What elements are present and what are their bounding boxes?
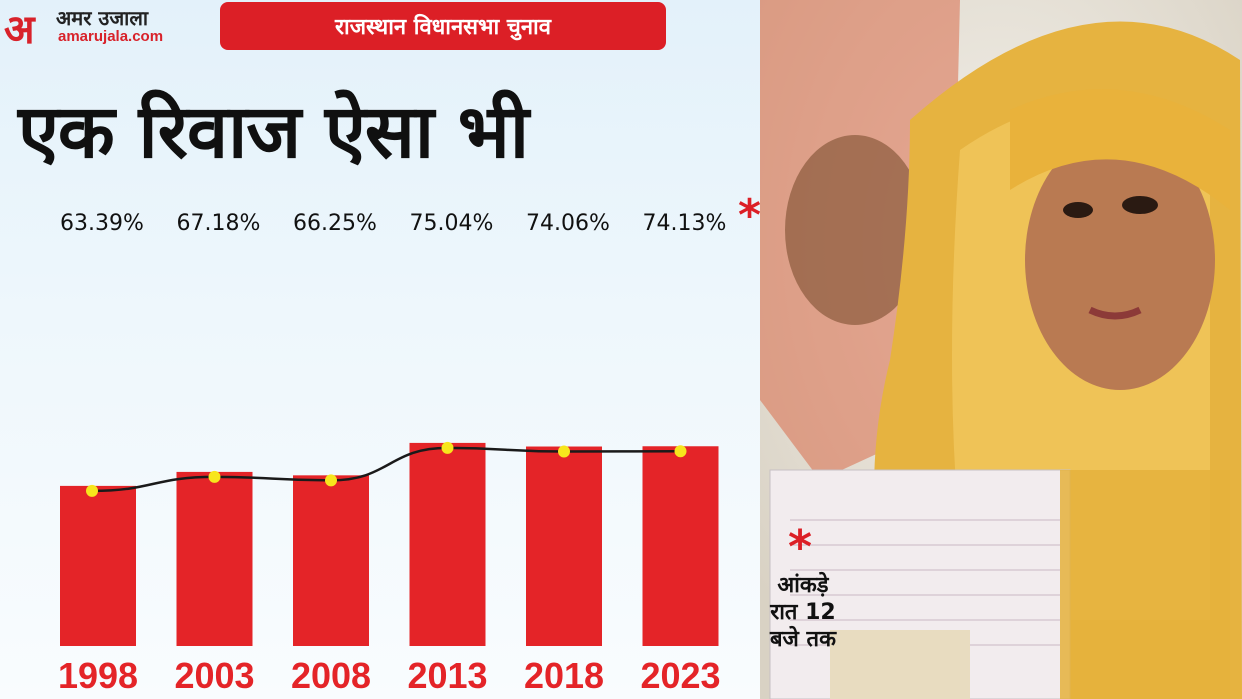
brand-logo[interactable]: अ अमर उजाला amarujala.com — [0, 2, 192, 53]
value-label-2008: 66.25% — [293, 211, 377, 236]
bar-2013 — [409, 442, 486, 646]
x-tick-2018: 2018 — [524, 655, 604, 696]
voter-photo-illustration — [760, 0, 1242, 699]
bar-2003 — [176, 471, 253, 646]
footnote-asterisk: * — [738, 190, 760, 241]
marker-2023 — [674, 445, 687, 458]
voter-photo — [760, 0, 1242, 699]
page-title: एक रिवाज ऐसा भी — [18, 89, 529, 175]
marker-1998 — [86, 484, 98, 497]
value-label-2003: 67.18% — [177, 211, 261, 236]
brand-domain: amarujala.com — [58, 28, 164, 45]
value-label-2023: 74.13% — [643, 211, 727, 236]
note-asterisk: * — [788, 520, 813, 574]
note-line-1: आंकड़े — [777, 573, 829, 598]
note-line-3: बजे तक — [770, 627, 836, 652]
trend-line — [91, 446, 681, 493]
x-tick-2013: 2013 — [407, 655, 487, 696]
value-label-2018: 74.06% — [526, 211, 610, 236]
marker-2013 — [441, 441, 454, 454]
marker-2008 — [325, 474, 337, 487]
value-label-1998: 63.39% — [60, 211, 144, 236]
x-tick-1998: 1998 — [58, 655, 138, 696]
note-line-2: रात 12 — [770, 600, 836, 625]
marker-2018 — [558, 445, 570, 458]
x-tick-2008: 2008 — [291, 655, 371, 696]
brand-name: अमर उजाला — [56, 6, 149, 30]
x-tick-2023: 2023 — [640, 655, 720, 696]
marker-2003 — [208, 470, 221, 483]
bar-2023 — [642, 446, 719, 646]
section-banner: राजस्थान विधानसभा चुनाव — [220, 2, 666, 50]
x-tick-2003: 2003 — [174, 655, 254, 696]
brand-mark: अ — [4, 6, 35, 53]
value-label-2013: 75.04% — [410, 211, 494, 236]
turnout-chart: 63.39% 67.18% 66.25% 75.04% 74.06% 74.13% 199… — [58, 190, 760, 696]
bar-1998 — [60, 485, 136, 646]
bar-2008 — [293, 475, 369, 646]
footnote-note: आंकड़े रात 12 बजे तक — [748, 572, 858, 653]
bar-2018 — [526, 446, 602, 646]
